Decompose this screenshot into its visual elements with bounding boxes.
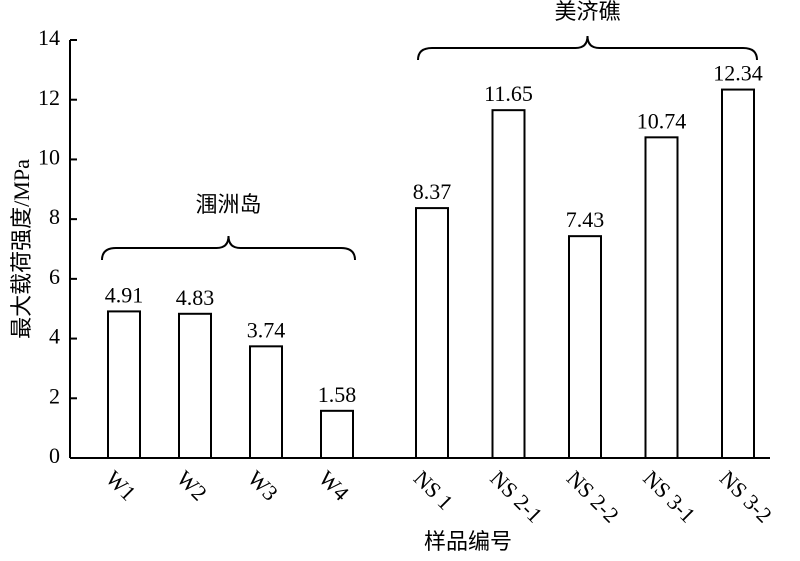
bar [107,310,141,459]
bar [320,409,354,459]
x-axis-label: 样品编号 [424,529,512,554]
y-tick-label: 10 [38,144,60,169]
y-tick-label: 2 [49,383,60,408]
y-tick-label: 4 [49,324,60,349]
y-tick-label: 12 [38,85,60,110]
group-label: 涠洲岛 [195,192,261,217]
x-tick-label: NS 3-2 [715,465,777,527]
y-tick-label: 8 [49,204,60,229]
x-tick-label: W3 [243,465,283,505]
value-label: 1.58 [318,382,357,407]
y-tick-label: 0 [49,443,60,468]
value-label: 8.37 [413,179,452,204]
bar [415,207,449,459]
y-tick-label: 6 [49,264,60,289]
bar [644,136,679,459]
bar [249,345,283,459]
value-label: 4.91 [105,282,144,307]
y-tick-label: 14 [38,25,60,50]
value-label: 7.43 [566,207,605,232]
bar [568,235,602,459]
value-label: 11.65 [484,81,533,106]
group-brace [101,235,356,261]
x-tick-label: W1 [101,465,141,505]
y-axis-label: 最大载荷强度/MPa [9,159,34,339]
x-tick-label: W2 [172,465,212,505]
x-tick-label: NS 3-1 [638,465,700,527]
value-label: 3.74 [247,317,286,342]
value-label: 10.74 [637,108,687,133]
x-tick-label: NS 2-1 [485,465,547,527]
bar [721,88,755,459]
bar [178,312,212,460]
value-label: 12.34 [713,61,763,86]
bar [491,109,526,460]
x-tick-label: NS 2-2 [562,465,624,527]
value-label: 4.83 [176,285,215,310]
x-tick-label: W4 [314,465,354,505]
x-tick-label: NS 1 [409,465,458,514]
group-label: 美济礁 [554,0,620,24]
group-brace [417,35,758,61]
